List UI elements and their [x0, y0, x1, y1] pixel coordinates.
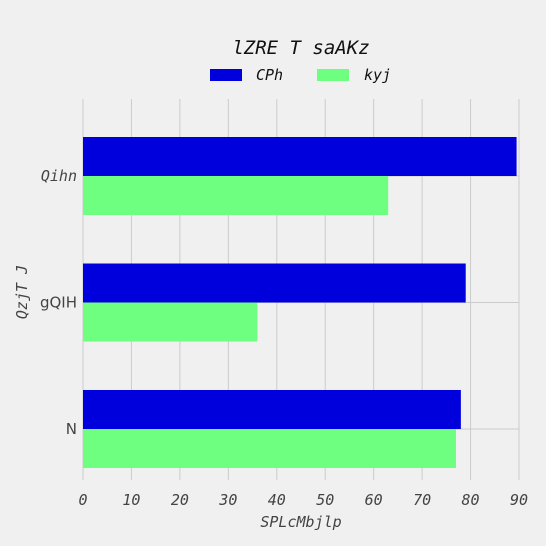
x-tick-label: 70	[413, 491, 431, 509]
x-tick-label: 30	[218, 491, 237, 509]
x-tick-label: 60	[365, 491, 383, 509]
chart-title: lZRE T saAKz	[232, 37, 369, 59]
bar-layer	[83, 137, 517, 468]
y-tick-label: N	[66, 420, 77, 438]
x-tick-label: 10	[122, 491, 140, 509]
y-axis-label: QzjT J	[13, 265, 31, 319]
legend-label-kyj: kyj	[364, 66, 391, 84]
bar-kyj-n	[83, 429, 457, 468]
bar-cph-n	[83, 390, 461, 429]
bar-kyj-qihn	[83, 176, 389, 215]
x-tick-label: 50	[316, 491, 334, 509]
y-tick-label: Qihn	[41, 167, 77, 185]
legend-swatch-cph	[210, 69, 242, 81]
x-tick-label: 40	[268, 491, 286, 509]
legend: CPh kyj	[210, 66, 391, 84]
y-tick-label: gQIH	[40, 294, 77, 312]
legend-label-cph: CPh	[256, 66, 283, 84]
x-tick-label: 80	[462, 491, 480, 509]
tick-layer: 0 10 20 30 40 50 60 70 80 90 Qihn gQIH N	[40, 167, 528, 509]
legend-swatch-kyj	[317, 69, 349, 81]
x-tick-label: 90	[510, 491, 528, 509]
bar-cph-gqih	[83, 263, 466, 303]
bar-kyj-gqih	[83, 302, 258, 342]
x-tick-label: 0	[78, 491, 87, 509]
bar-cph-qihn	[83, 137, 517, 176]
x-tick-label: 20	[171, 491, 189, 509]
x-axis-label: SPLcMbjlp	[260, 513, 341, 531]
